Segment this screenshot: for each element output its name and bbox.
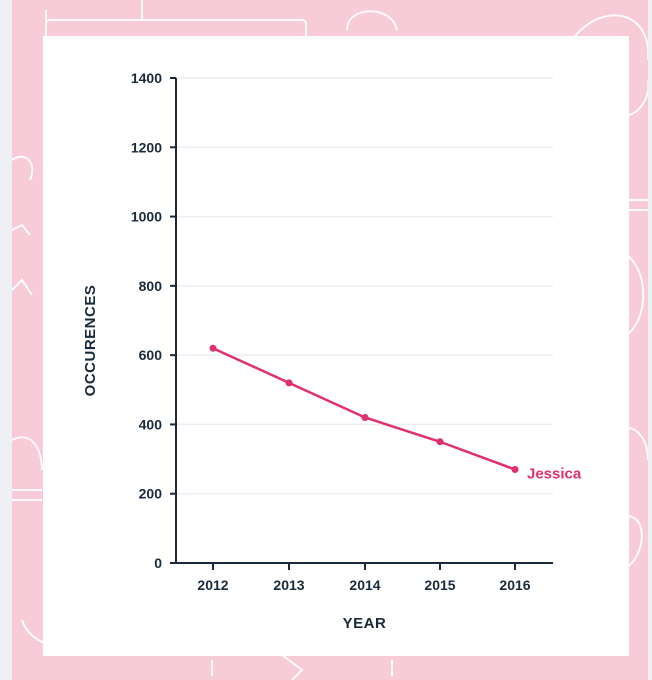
data-point xyxy=(511,465,519,473)
y-tick-label: 200 xyxy=(139,486,163,502)
y-tick-label: 1400 xyxy=(131,70,162,86)
x-tick-label: 2014 xyxy=(349,577,380,593)
x-tick-labels: 2012 2013 2014 2015 2016 xyxy=(197,563,531,593)
x-tick-label: 2015 xyxy=(424,577,455,593)
y-tick-labels: 0 200 400 600 800 1000 1200 1400 xyxy=(131,70,162,571)
pink-doodle-background: 0 200 400 600 800 1000 1200 1400 2012 2013 2014 20… xyxy=(12,0,648,680)
y-tick-label: 400 xyxy=(139,416,163,432)
data-point xyxy=(209,344,217,352)
y-tick-label: 800 xyxy=(139,278,163,294)
x-axis-title: YEAR xyxy=(343,615,387,632)
x-tick-label: 2012 xyxy=(197,577,228,593)
data-point xyxy=(285,379,293,387)
y-tick-label: 600 xyxy=(139,347,163,363)
series-layer: Jessica xyxy=(209,344,582,482)
gridlines xyxy=(170,77,553,564)
data-point xyxy=(436,438,444,446)
x-tick-label: 2013 xyxy=(273,577,304,593)
series-label: Jessica xyxy=(527,465,582,482)
x-tick-label: 2016 xyxy=(499,577,530,593)
data-point xyxy=(361,414,369,421)
series-line xyxy=(212,347,516,471)
y-tick-label: 0 xyxy=(154,555,162,571)
y-tick-label: 1000 xyxy=(131,209,162,225)
chart-card: 0 200 400 600 800 1000 1200 1400 2012 2013 2014 20… xyxy=(43,36,629,656)
y-axis-title: OCCURENCES xyxy=(82,285,99,397)
y-tick-label: 1200 xyxy=(131,139,162,155)
